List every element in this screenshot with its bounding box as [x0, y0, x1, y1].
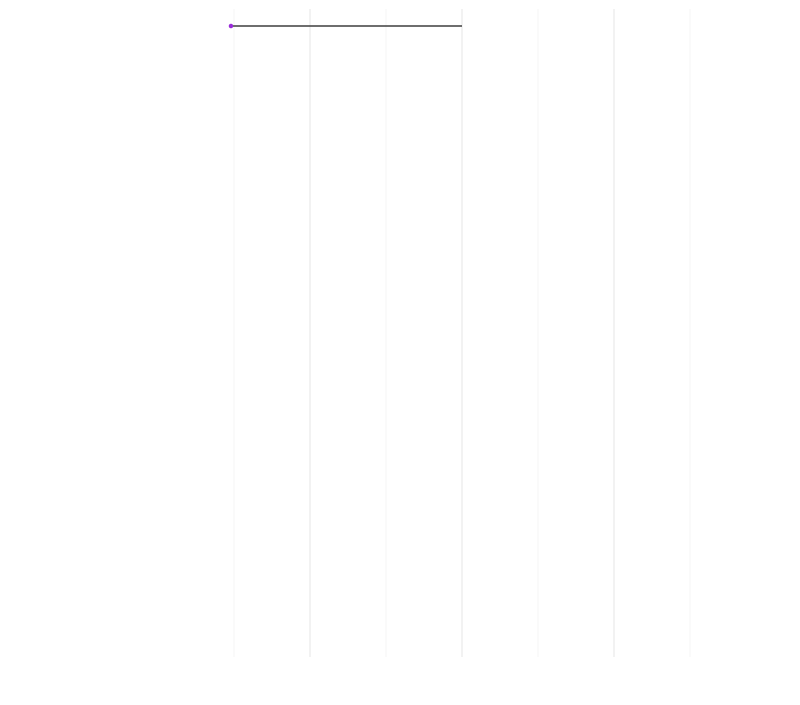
lollipop-dot — [228, 23, 234, 29]
